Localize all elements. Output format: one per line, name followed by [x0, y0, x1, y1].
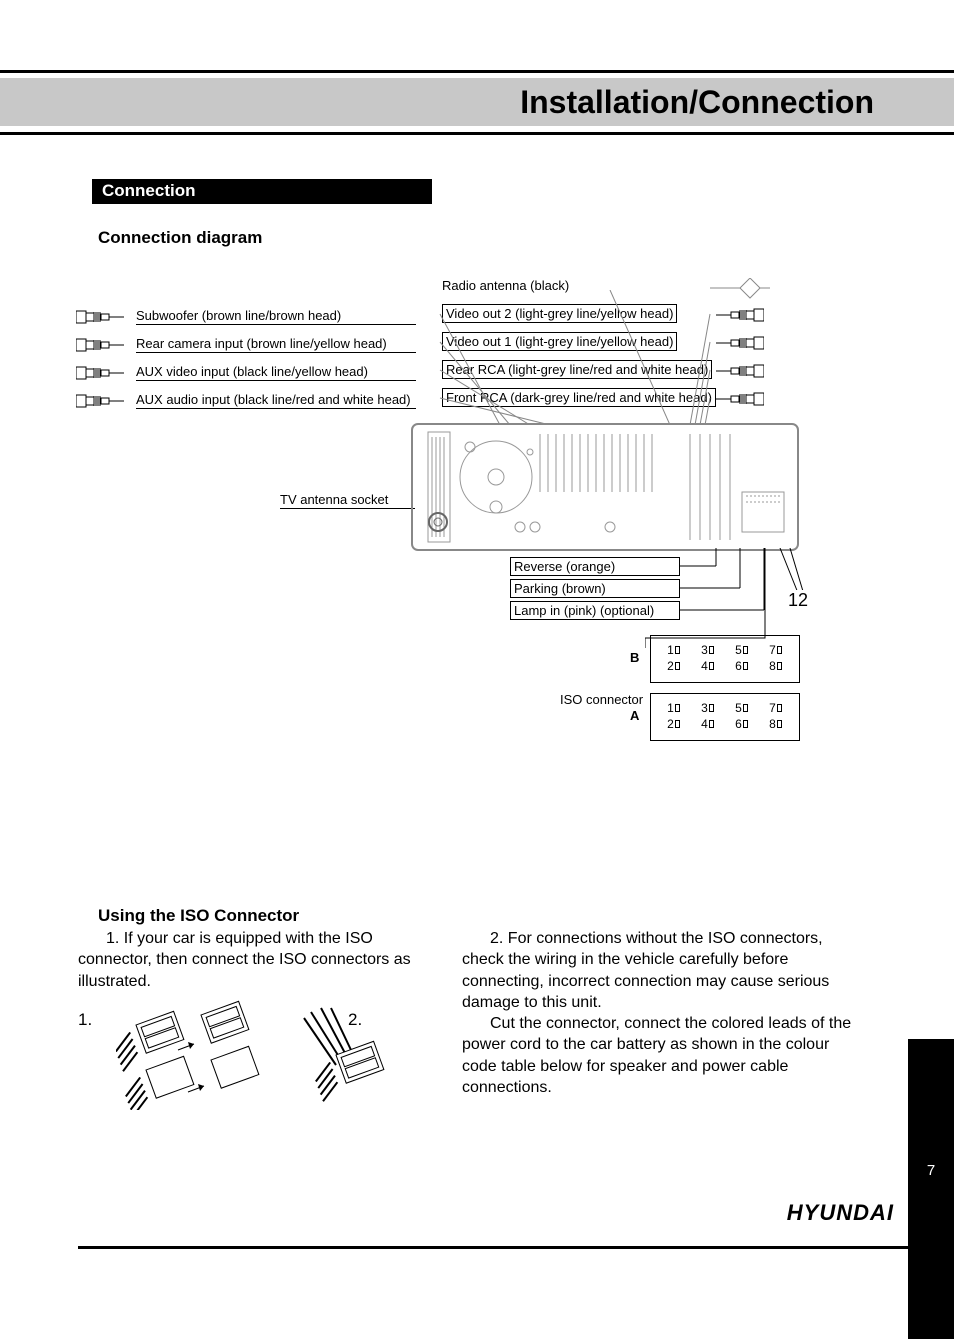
head-unit-rear-icon — [410, 422, 800, 552]
iso-connector-a: 1 3 5 7 2 4 6 8 — [650, 693, 800, 741]
brand-logo: HYUNDAI — [787, 1200, 894, 1226]
leader-lines — [410, 290, 730, 425]
underline — [136, 408, 416, 409]
iso-illus-1-icon — [116, 1000, 266, 1110]
rca-plug-icon — [76, 392, 124, 410]
section-header: Connection — [92, 179, 432, 204]
label-left-0: Subwoofer (brown line/brown head) — [136, 308, 341, 323]
rca-plug-icon — [76, 336, 124, 354]
footer-bar — [78, 1246, 954, 1249]
page-number: 7 — [908, 1162, 954, 1179]
page-title: Installation/Connection — [520, 84, 874, 121]
iso-leader — [645, 548, 805, 648]
illus-num-1: 1. — [78, 1010, 92, 1030]
label-left-1: Rear camera input (brown line/yellow hea… — [136, 336, 387, 351]
para-2: 2. For connections without the ISO conne… — [462, 928, 862, 1098]
label-left-3: AUX audio input (black line/red and whit… — [136, 392, 411, 407]
label-iso-connector: ISO connector — [560, 692, 643, 707]
title-band: Installation/Connection — [0, 78, 954, 126]
underline — [136, 352, 416, 353]
rca-plug-icon — [76, 364, 124, 382]
title-divider — [0, 132, 954, 135]
underline — [136, 380, 416, 381]
rca-plug-icon — [76, 308, 124, 326]
iso-block: B 1 3 5 7 2 4 6 8 A 1 — [650, 635, 800, 741]
label-tv-antenna: TV antenna socket — [280, 492, 388, 507]
underline — [136, 324, 416, 325]
iso-illus-2-icon — [276, 1000, 426, 1110]
label-left-2: AUX video input (black line/yellow head) — [136, 364, 368, 379]
subsection-iso: Using the ISO Connector — [98, 906, 299, 926]
para-1: 1. If your car is equipped with the ISO … — [78, 928, 448, 992]
iso-a-label: A — [630, 708, 639, 723]
iso-b-label: B — [630, 650, 639, 665]
connection-diagram: Radio antenna (black) Subwoofer (brown l… — [70, 270, 880, 870]
underline — [280, 508, 415, 509]
footer-black-strip: 7 — [908, 1039, 954, 1339]
title-divider-top — [0, 70, 954, 73]
subsection-diagram: Connection diagram — [98, 228, 262, 248]
